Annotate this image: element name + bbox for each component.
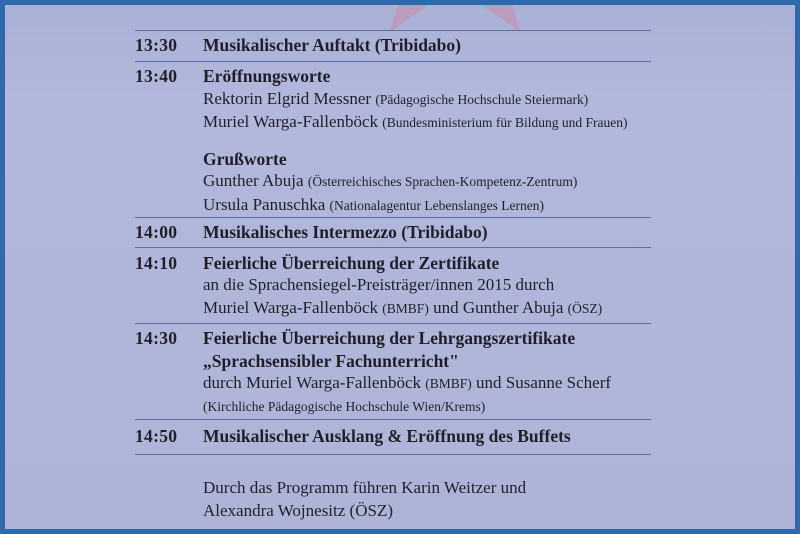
schedule-line: Muriel Warga-Fallenböck (BMBF) und Gunth… — [203, 297, 651, 321]
schedule-line: Muriel Warga-Fallenböck (Bundesministeri… — [203, 111, 651, 135]
schedule-content: Feierliche Überreichung der Zertifikate a… — [203, 252, 651, 321]
text-segment: Gunther Abuja — [203, 171, 308, 190]
schedule-item: 14:10 Feierliche Überreichung der Zertif… — [135, 247, 651, 323]
schedule-line: an die Sprachensiegel-Preisträger/innen … — [203, 274, 651, 297]
schedule-item: 14:30 Feierliche Überreichung der Lehrga… — [135, 323, 651, 419]
schedule-line: Ursula Panuschka (Nationalagentur Lebens… — [203, 194, 651, 218]
text-segment: und Gunther Abuja — [428, 297, 568, 317]
schedule-line: (Kirchliche Pädagogische Hochschule Wien… — [203, 396, 651, 419]
footer-line: Durch das Programm führen Karin Weitzer … — [203, 478, 527, 497]
schedule-content: Eröffnungsworte Rektorin Elgrid Messner (… — [203, 65, 651, 217]
text-segment: Muriel Warga-Fallenböck — [203, 112, 383, 131]
schedule-line: durch Muriel Warga-Fallenböck (BMBF) und… — [203, 372, 651, 396]
text-segment: (ÖSZ) — [567, 300, 603, 316]
schedule-line: Feierliche Überreichung der Zertifikate — [203, 252, 651, 275]
text-segment: Grußworte — [203, 148, 287, 169]
text-segment: durch Muriel Warga-Fallenböck — [203, 373, 426, 392]
schedule-content: Musikalisches Intermezzo (Tribidabo) — [203, 221, 651, 244]
text-segment: „Sprachsensibler Fachunterricht" — [203, 350, 459, 371]
text-segment: Feierliche Überreichung der Lehrgangszer… — [203, 328, 576, 348]
schedule-time: 13:30 — [135, 35, 178, 55]
text-segment: (BMBF) — [425, 376, 472, 391]
schedule-content: Musikalischer Auftakt (Tribidabo) — [203, 34, 651, 57]
schedule-time: 14:00 — [135, 222, 178, 242]
text-segment: (BMBF) — [382, 300, 429, 316]
text-segment: Feierliche Überreichung der Zertifikate — [203, 252, 500, 273]
line-spacer — [203, 135, 651, 148]
program-schedule: 13:30 Musikalischer Auftakt (Tribidabo) … — [135, 30, 651, 522]
schedule-line: Rektorin Elgrid Messner (Pädagogische Ho… — [203, 88, 651, 112]
schedule-time: 14:30 — [135, 328, 178, 348]
schedule-time: 14:10 — [135, 252, 178, 273]
schedule-line: Grußworte — [203, 148, 651, 171]
text-segment: und Susanne Scherf — [471, 373, 612, 392]
schedule-line: Musikalischer Ausklang & Eröffnung des B… — [203, 425, 651, 448]
text-segment: Musikalischer Ausklang & Eröffnung des B… — [203, 426, 571, 446]
text-segment: (Nationalagentur Lebenslanges Lernen) — [329, 197, 544, 213]
text-segment: Ursula Panuschka — [203, 194, 330, 214]
text-segment: Eröffnungsworte — [203, 66, 331, 86]
schedule-line: „Sprachsensibler Fachunterricht" — [203, 350, 651, 373]
footer-line: Alexandra Wojnesitz (ÖSZ) — [203, 501, 393, 520]
star-shape — [389, 5, 521, 33]
text-segment: Muriel Warga-Fallenböck — [203, 297, 383, 317]
text-segment: (Österreichisches Sprachen-Kompetenz-Zen… — [307, 174, 578, 189]
text-segment: (Bundesministerium für Bildung und Fraue… — [382, 115, 628, 130]
schedule-line: Eröffnungsworte — [203, 65, 651, 88]
schedule-content: Musikalischer Ausklang & Eröffnung des B… — [203, 425, 651, 448]
schedule-item: 14:50 Musikalischer Ausklang & Eröffnung… — [135, 419, 651, 454]
schedule-content: Feierliche Überreichung der Lehrgangszer… — [203, 327, 651, 418]
schedule-line: Musikalisches Intermezzo (Tribidabo) — [203, 221, 651, 244]
program-footer: Durch das Programm führen Karin Weitzer … — [203, 476, 651, 522]
schedule-item: 14:00 Musikalisches Intermezzo (Tribidab… — [135, 217, 651, 247]
schedule-item: 13:40 Eröffnungsworte Rektorin Elgrid Mes… — [135, 61, 651, 217]
text-segment: Rektorin Elgrid Messner — [203, 88, 376, 108]
schedule-line: Musikalischer Auftakt (Tribidabo) — [203, 34, 651, 57]
schedule-time: 14:50 — [135, 426, 178, 446]
text-segment: Musikalischer Auftakt (Tribidabo) — [203, 35, 461, 55]
schedule-item: 13:30 Musikalischer Auftakt (Tribidabo) — [135, 30, 651, 61]
schedule-line: Feierliche Überreichung der Lehrgangszer… — [203, 327, 651, 350]
schedule-line: Gunther Abuja (Österreichisches Sprachen… — [203, 170, 651, 194]
text-segment: (Kirchliche Pädagogische Hochschule Wien… — [203, 398, 486, 414]
text-segment: an die Sprachensiegel-Preisträger/innen … — [203, 275, 555, 294]
schedule-list: 13:30 Musikalischer Auftakt (Tribidabo) … — [135, 30, 651, 455]
text-segment: (Pädagogische Hochschule Steiermark) — [375, 91, 589, 107]
text-segment: Musikalisches Intermezzo (Tribidabo) — [203, 222, 488, 242]
schedule-time: 13:40 — [135, 66, 178, 86]
